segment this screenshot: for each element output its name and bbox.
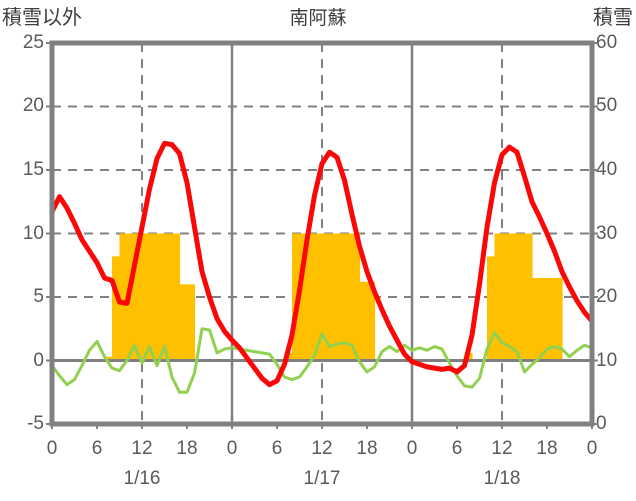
- x-tick-label: 12: [491, 438, 513, 459]
- y-left-tick-label: 25: [22, 32, 44, 53]
- x-tick-label: 12: [131, 438, 153, 459]
- y-left-tick-label: 20: [22, 95, 44, 116]
- x-tick-label: 6: [91, 438, 103, 459]
- y-right-tick-label: 0: [596, 413, 607, 434]
- sunshine-bars: [104, 233, 563, 361]
- axis-ticks: [46, 42, 598, 429]
- x-tick-label: 0: [226, 438, 238, 459]
- y-left-tick-label: 0: [33, 350, 44, 371]
- x-tick-label: 12: [311, 438, 333, 459]
- y-right-tick-label: 20: [596, 286, 618, 307]
- page-title: 南阿蘇: [289, 8, 347, 29]
- y-right-tick-label: 30: [596, 223, 618, 244]
- y-right-tick-label: 50: [596, 95, 618, 116]
- x-tick-label: 6: [271, 438, 283, 459]
- day-label: 1/16: [123, 468, 161, 489]
- y-right-tick-label: 10: [596, 350, 618, 371]
- x-tick-label: 0: [46, 438, 58, 459]
- day-label: 1/18: [483, 468, 521, 489]
- y-left-tick-label: 15: [22, 159, 44, 180]
- left-axis-title: 積雪以外: [2, 7, 82, 29]
- x-tick-label: 0: [406, 438, 418, 459]
- day-label: 1/17: [303, 468, 341, 489]
- y-right-tick-label: 40: [596, 159, 618, 180]
- y-right-tick-label: 60: [596, 32, 618, 53]
- x-tick-label: 18: [536, 438, 558, 459]
- y-left-tick-label: -5: [27, 413, 44, 434]
- x-tick-label: 18: [176, 438, 198, 459]
- right-axis-title: 積雪: [593, 7, 633, 29]
- x-tick-label: 0: [586, 438, 598, 459]
- x-tick-label: 6: [451, 438, 463, 459]
- y-left-tick-label: 10: [22, 223, 44, 244]
- x-tick-label: 18: [356, 438, 378, 459]
- y-left-tick-label: 5: [33, 286, 44, 307]
